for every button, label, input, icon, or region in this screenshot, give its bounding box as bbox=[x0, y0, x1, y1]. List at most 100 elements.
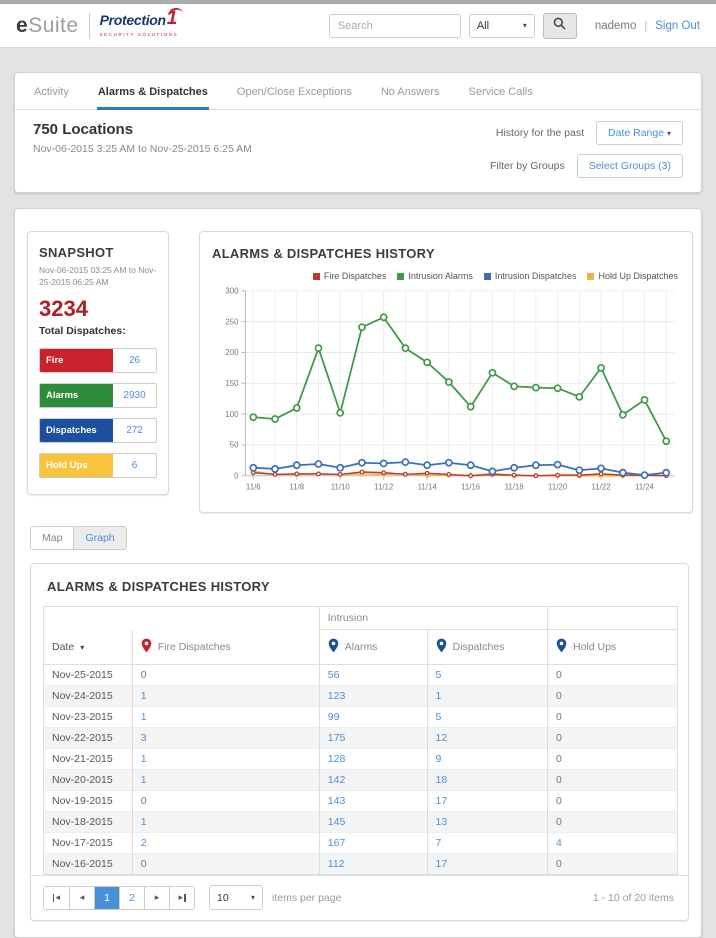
cell-fire: 1 bbox=[131, 685, 320, 707]
table-row: Nov-16-2015 0 112 17 0 bbox=[43, 853, 678, 875]
cell-dispatches: 5 bbox=[426, 664, 548, 686]
tab-alarms-dispatches[interactable]: Alarms & Dispatches bbox=[96, 73, 209, 110]
legend-label: Intrusion Alarms bbox=[408, 271, 473, 281]
cell-date: Nov-18-2015 bbox=[52, 816, 113, 829]
alarms-count-link[interactable]: 145 bbox=[327, 816, 346, 829]
search-button[interactable] bbox=[542, 12, 577, 39]
page-button-1[interactable]: 1 bbox=[94, 886, 119, 909]
header-actions: All ▾ nademo | Sign Out bbox=[328, 12, 700, 39]
page-size-select[interactable]: 10 ▾ bbox=[209, 885, 263, 911]
alarms-count-link[interactable]: 175 bbox=[327, 732, 346, 745]
fire-count-link[interactable]: 3 bbox=[140, 732, 147, 745]
tab-activity[interactable]: Activity bbox=[34, 86, 69, 98]
column-header-dispatches: Dispatches bbox=[426, 629, 548, 666]
snapshot-stat-alarms: Alarms 2930 bbox=[39, 382, 157, 408]
tab-no-answers[interactable]: No Answers bbox=[380, 86, 440, 98]
column-header-date[interactable]: Date ▾ bbox=[43, 629, 133, 666]
graph-view-button[interactable]: Graph bbox=[73, 527, 126, 550]
alarms-count-link[interactable]: 56 bbox=[327, 669, 340, 682]
search-icon bbox=[553, 17, 566, 35]
alarms-count-link[interactable]: 142 bbox=[327, 774, 346, 787]
pagination-range-label: 1 - 10 of 20 items bbox=[592, 891, 674, 904]
dispatches-count-link[interactable]: 9 bbox=[435, 753, 442, 766]
previous-page-button[interactable]: ◂ bbox=[69, 886, 94, 909]
snapshot-chart-row: SNAPSHOT Nov-06-2015 03:25 AM to Nov-25-… bbox=[23, 217, 693, 514]
page-button-2[interactable]: 2 bbox=[119, 886, 144, 909]
dispatches-count-link[interactable]: 7 bbox=[435, 837, 442, 850]
svg-text:200: 200 bbox=[225, 348, 239, 357]
search-scope-select[interactable]: All ▾ bbox=[468, 13, 535, 38]
cell-alarms: 112 bbox=[318, 853, 428, 875]
cell-dispatches: 17 bbox=[426, 853, 548, 875]
alarms-count-link[interactable]: 143 bbox=[327, 795, 346, 808]
cell-dispatches: 12 bbox=[426, 727, 548, 749]
date-range-button[interactable]: Date Range ▾ bbox=[596, 121, 683, 145]
dispatches-count-link[interactable]: 5 bbox=[435, 669, 442, 682]
browser-edge-strip bbox=[0, 0, 716, 4]
holdups-count-link[interactable]: 4 bbox=[555, 837, 562, 850]
header-separator: | bbox=[644, 19, 648, 32]
cell-holdups: 0 bbox=[546, 748, 678, 770]
content-card: SNAPSHOT Nov-06-2015 03:25 AM to Nov-25-… bbox=[14, 208, 702, 938]
stat-label: Fire bbox=[40, 348, 114, 372]
fire-count-link[interactable]: 1 bbox=[140, 816, 147, 829]
alarms-count-link[interactable]: 123 bbox=[327, 690, 346, 703]
legend-label: Intrusion Dispatches bbox=[494, 271, 577, 281]
tab-open-close-exceptions[interactable]: Open/Close Exceptions bbox=[236, 86, 352, 98]
cell-date: Nov-24-2015 bbox=[52, 690, 113, 703]
map-pin-icon-blue bbox=[556, 638, 567, 656]
dispatches-count-link[interactable]: 17 bbox=[435, 858, 448, 871]
snapshot-title: SNAPSHOT bbox=[39, 245, 114, 260]
dispatches-count-link[interactable]: 12 bbox=[435, 732, 448, 745]
svg-text:11/20: 11/20 bbox=[548, 482, 568, 491]
column-header-alarms: Alarms bbox=[318, 629, 428, 666]
table-title: ALARMS & DISPATCHES HISTORY bbox=[47, 579, 270, 595]
stat-value-link[interactable]: 272 bbox=[113, 418, 156, 442]
svg-text:11/8: 11/8 bbox=[289, 482, 304, 491]
logo-group: eSuite Protection 1 SECURITY SOLUTIONS bbox=[16, 6, 193, 39]
next-page-button[interactable]: ▸ bbox=[144, 886, 169, 909]
cell-holdups: 0 bbox=[546, 664, 678, 686]
cell-holdups: 0 bbox=[546, 685, 678, 707]
cell-holdups: 0 bbox=[546, 790, 678, 812]
dispatches-count-link[interactable]: 17 bbox=[435, 795, 448, 808]
stat-value-link[interactable]: 2930 bbox=[113, 383, 156, 407]
last-page-button[interactable]: ▸ bbox=[169, 886, 194, 909]
alarms-count-link[interactable]: 112 bbox=[327, 858, 345, 871]
filter-by-groups-label: Filter by Groups bbox=[490, 160, 565, 172]
table-row: Nov-17-2015 2 167 7 4 bbox=[43, 832, 678, 854]
cell-dispatches: 5 bbox=[426, 706, 548, 728]
cell-dispatches: 9 bbox=[426, 748, 548, 770]
fire-count-link[interactable]: 1 bbox=[140, 753, 147, 766]
summary-row: 750 Locations Nov-06-2015 3:25 AM to Nov… bbox=[15, 110, 701, 192]
alarms-count-link[interactable]: 128 bbox=[327, 753, 346, 766]
stat-value-link[interactable]: 26 bbox=[113, 348, 156, 372]
cell-date: Nov-20-2015 bbox=[52, 774, 113, 787]
stat-value-link[interactable]: 6 bbox=[113, 453, 156, 477]
fire-count-link[interactable]: 1 bbox=[140, 711, 147, 724]
cell-date: Nov-23-2015 bbox=[52, 711, 113, 724]
cell-fire: 0 bbox=[131, 853, 320, 875]
chart-title: ALARMS & DISPATCHES HISTORY bbox=[212, 246, 435, 261]
select-groups-button[interactable]: Select Groups (3) bbox=[576, 154, 683, 178]
sign-out-link[interactable]: Sign Out bbox=[655, 19, 700, 32]
alarms-count-link[interactable]: 99 bbox=[327, 711, 340, 724]
tab-bar: Activity Alarms & Dispatches Open/Close … bbox=[15, 73, 701, 110]
svg-text:11/12: 11/12 bbox=[374, 482, 393, 491]
map-view-button[interactable]: Map bbox=[31, 527, 74, 550]
dispatches-count-link[interactable]: 1 bbox=[435, 690, 442, 703]
tab-service-calls[interactable]: Service Calls bbox=[468, 86, 533, 98]
fire-count-link[interactable]: 1 bbox=[140, 774, 147, 787]
dispatches-count-link[interactable]: 18 bbox=[435, 774, 448, 787]
svg-text:50: 50 bbox=[230, 441, 239, 450]
alarms-count-link[interactable]: 167 bbox=[327, 837, 346, 850]
first-page-button[interactable]: ◂ bbox=[44, 886, 69, 909]
dispatches-count-link[interactable]: 5 bbox=[435, 711, 442, 724]
dispatches-count-link[interactable]: 13 bbox=[435, 816, 448, 829]
search-input[interactable] bbox=[328, 13, 461, 38]
fire-count-link[interactable]: 1 bbox=[140, 690, 147, 703]
fire-count-link[interactable]: 2 bbox=[140, 837, 147, 850]
locations-block: 750 Locations Nov-06-2015 3:25 AM to Nov… bbox=[33, 121, 252, 178]
cell-date: Nov-21-2015 bbox=[52, 753, 113, 766]
total-dispatches-value: 3234 bbox=[39, 295, 88, 321]
